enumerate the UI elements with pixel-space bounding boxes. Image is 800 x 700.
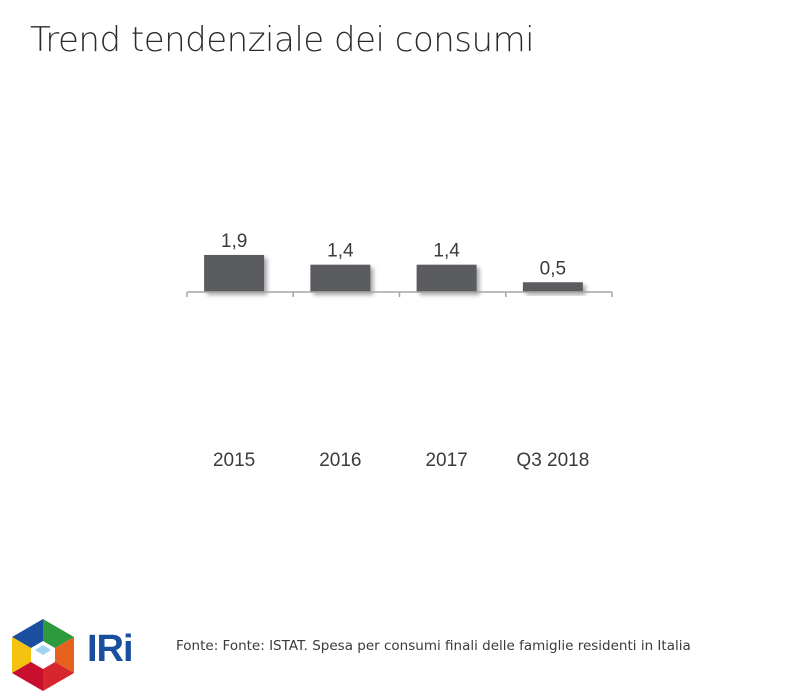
source-note: Fonte: Fonte: ISTAT. Spesa per consumi f… xyxy=(176,638,691,654)
category-label: Q3 2018 xyxy=(516,450,589,471)
bar-2017 xyxy=(416,264,477,292)
logo-wordmark: IRi xyxy=(87,628,134,670)
iri-logo xyxy=(12,619,74,691)
category-labels-layer: 2015 2016 2017 Q3 2018 xyxy=(213,450,589,471)
hexagon-logo-icon xyxy=(12,619,74,691)
category-label: 2016 xyxy=(319,450,361,471)
page-title: Trend tendenziale dei consumi xyxy=(30,20,535,60)
category-label: 2015 xyxy=(213,450,255,471)
bar-2016 xyxy=(310,264,371,292)
x-axis xyxy=(186,291,613,297)
data-labels-layer: 1,9 1,4 1,4 0,5 xyxy=(221,231,566,279)
data-label: 1,9 xyxy=(221,231,247,252)
category-label: 2017 xyxy=(425,450,467,471)
data-label: 0,5 xyxy=(540,258,566,279)
bar-q3-2018 xyxy=(522,282,583,292)
data-label: 1,4 xyxy=(433,241,460,262)
bar-2015 xyxy=(204,254,265,292)
data-label: 1,4 xyxy=(327,241,354,262)
bars-layer xyxy=(204,254,583,292)
